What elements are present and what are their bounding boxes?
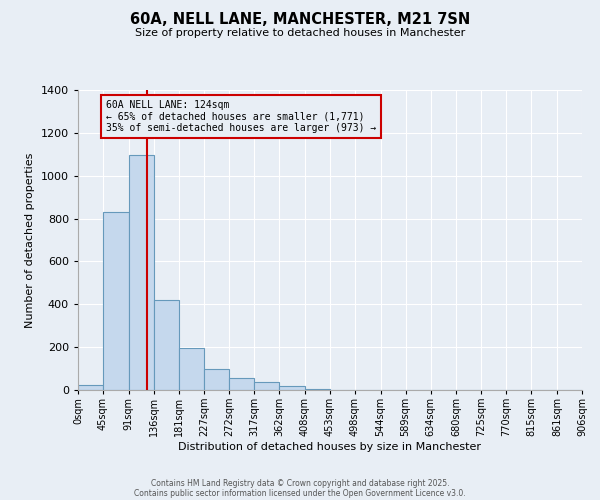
Text: Contains HM Land Registry data © Crown copyright and database right 2025.: Contains HM Land Registry data © Crown c…: [151, 478, 449, 488]
Bar: [305, 389, 330, 390]
Bar: [204, 368, 229, 390]
Bar: [154, 300, 179, 390]
Bar: [254, 382, 280, 390]
Bar: [280, 386, 305, 390]
Text: 60A, NELL LANE, MANCHESTER, M21 7SN: 60A, NELL LANE, MANCHESTER, M21 7SN: [130, 12, 470, 28]
Bar: [229, 378, 254, 390]
X-axis label: Distribution of detached houses by size in Manchester: Distribution of detached houses by size …: [179, 442, 482, 452]
Bar: [128, 156, 154, 390]
Text: 60A NELL LANE: 124sqm
← 65% of detached houses are smaller (1,771)
35% of semi-d: 60A NELL LANE: 124sqm ← 65% of detached …: [106, 100, 376, 133]
Bar: [103, 212, 128, 390]
Bar: [179, 348, 204, 390]
Y-axis label: Number of detached properties: Number of detached properties: [25, 152, 35, 328]
Text: Contains public sector information licensed under the Open Government Licence v3: Contains public sector information licen…: [134, 488, 466, 498]
Text: Size of property relative to detached houses in Manchester: Size of property relative to detached ho…: [135, 28, 465, 38]
Bar: [78, 384, 103, 390]
